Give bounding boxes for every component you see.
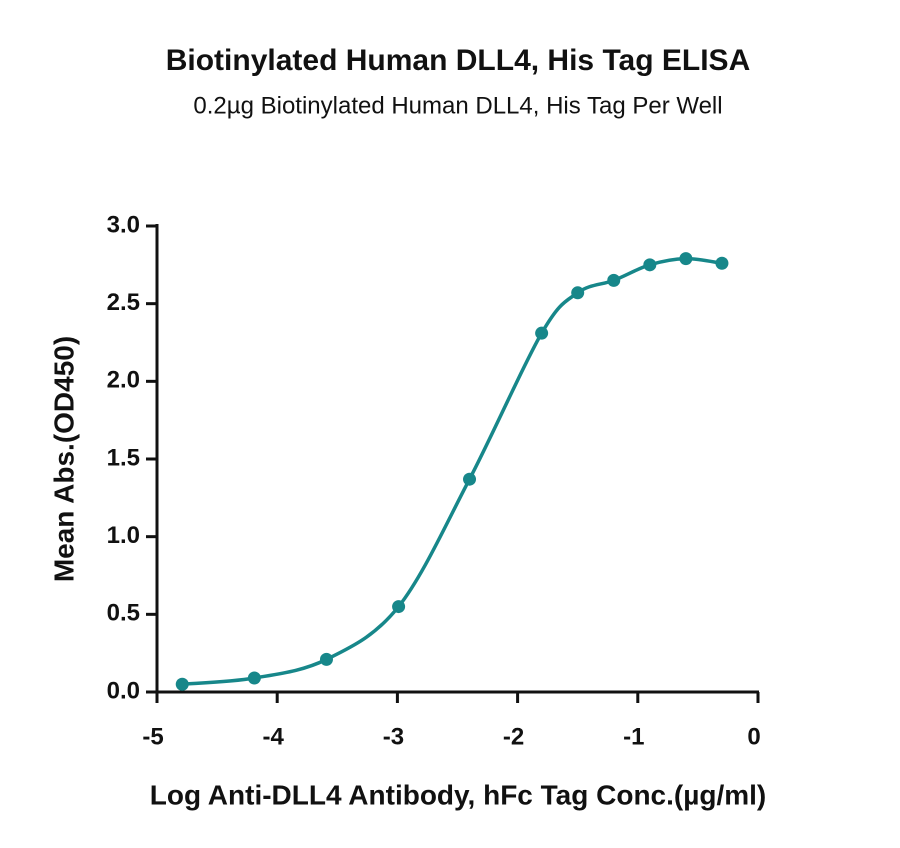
data-point <box>643 258 657 272</box>
x-tick-label: -4 <box>263 723 285 750</box>
data-point <box>535 326 549 340</box>
data-point <box>463 472 477 486</box>
data-point <box>247 671 261 685</box>
fit-curve <box>182 256 723 686</box>
data-point <box>715 256 729 270</box>
data-point <box>319 652 333 666</box>
x-tick-label: -3 <box>383 723 404 750</box>
data-point <box>607 273 621 287</box>
chart-subtitle: 0.2µg Biotinylated Human DLL4, His Tag P… <box>193 92 722 119</box>
data-point <box>679 252 693 266</box>
y-tick-label: 0.0 <box>107 677 140 704</box>
y-tick-label: 0.5 <box>107 600 140 627</box>
x-tick-label: -1 <box>623 723 644 750</box>
data-point <box>571 286 585 300</box>
y-tick-label: 1.0 <box>107 522 140 549</box>
x-tick-label: 0 <box>747 723 760 750</box>
x-tick-label: -2 <box>503 723 524 750</box>
x-axis-label: Log Anti-DLL4 Antibody, hFc Tag Conc.(µg… <box>150 779 767 810</box>
chart-title: Biotinylated Human DLL4, His Tag ELISA <box>166 44 751 77</box>
y-axis-label: Mean Abs.(OD450) <box>48 336 79 582</box>
y-tick-label: 2.0 <box>107 367 140 394</box>
y-tick-label: 1.5 <box>107 444 140 471</box>
data-point <box>392 600 406 614</box>
y-tick-label: 3.0 <box>107 211 140 238</box>
data-point <box>175 677 189 691</box>
y-tick-label: 2.5 <box>107 289 140 316</box>
x-tick-label: -5 <box>142 723 163 750</box>
